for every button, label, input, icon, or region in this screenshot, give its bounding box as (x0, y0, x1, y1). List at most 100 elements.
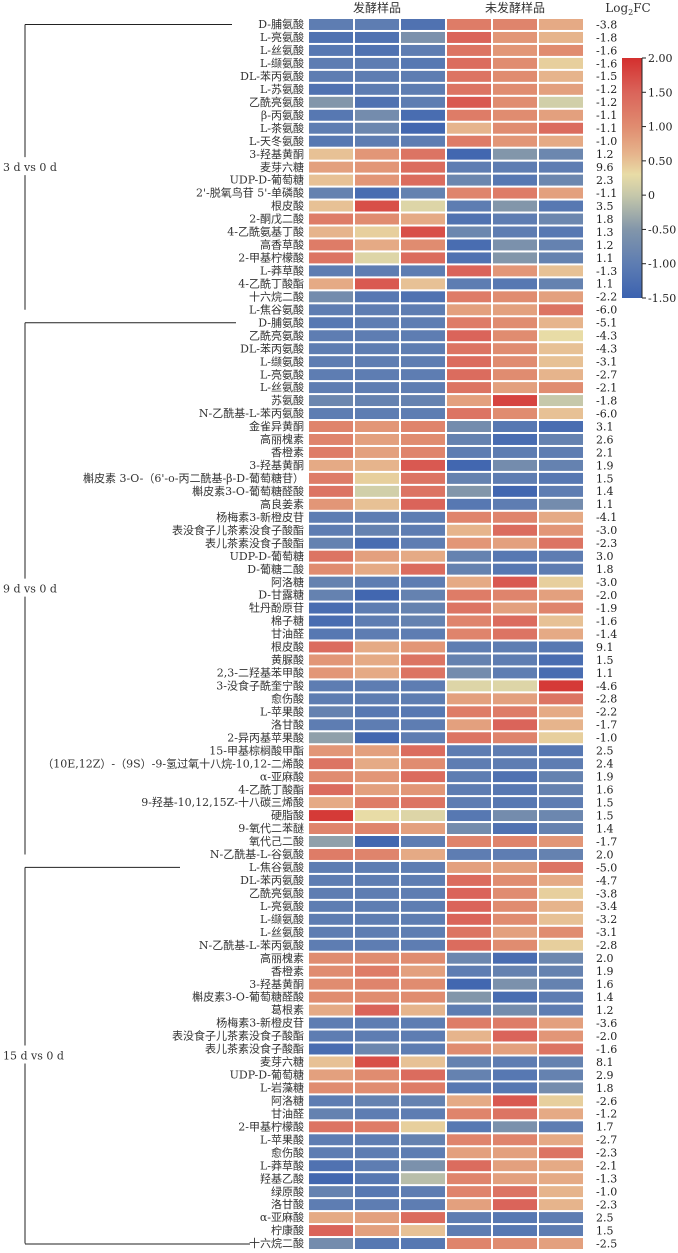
heatmap-cell (539, 952, 583, 964)
heatmap-cell (309, 70, 353, 82)
row-label: L-莽草酸 (260, 1158, 304, 1172)
heatmap-cell (309, 810, 353, 822)
heatmap-cell (355, 83, 399, 95)
heatmap-cell (401, 745, 445, 757)
row-label: 洛甘酸 (271, 1197, 304, 1211)
heatmap-cell (401, 991, 445, 1003)
heatmap-cell (309, 784, 353, 796)
heatmap-cell (539, 706, 583, 718)
heatmap-cell (401, 291, 445, 303)
heatmap-cell (355, 317, 399, 329)
row-label: 3-羟基黄酮 (249, 458, 304, 472)
heatmap-cell (493, 70, 537, 82)
heatmap-cell (401, 939, 445, 951)
heatmap-cell (493, 628, 537, 640)
heatmap-cell (539, 485, 583, 497)
heatmap-cell (493, 161, 537, 173)
heatmap-cell (493, 550, 537, 562)
log2fc-value: -2.8 (596, 693, 617, 706)
heatmap-cell (355, 19, 399, 30)
heatmap-cell (355, 978, 399, 990)
heatmap-cell (447, 848, 491, 860)
heatmap-cell (493, 978, 537, 990)
log2fc-value: -2.7 (596, 369, 617, 382)
log2fc-value: -1.1 (596, 109, 617, 122)
heatmap-cell (493, 745, 537, 757)
log2fc-value: 2.5 (596, 745, 614, 758)
heatmap-cell (493, 83, 537, 95)
log2fc-value: -1.2 (596, 83, 617, 96)
heatmap-cell (309, 213, 353, 225)
heatmap-cell (401, 83, 445, 95)
log2fc-value: 9.1 (596, 641, 614, 654)
column-group-header: 未发酵样品 (485, 0, 545, 15)
heatmap-cell (493, 576, 537, 588)
heatmap-cell (539, 861, 583, 873)
heatmap-cell (447, 1199, 491, 1211)
row-label: 麦芽六糖 (260, 1055, 304, 1069)
heatmap-cell (355, 874, 399, 886)
heatmap-cell (355, 1069, 399, 1081)
heatmap-cell (401, 459, 445, 471)
heatmap-cell (401, 135, 445, 147)
heatmap-cell (355, 1082, 399, 1094)
heatmap-cell (401, 784, 445, 796)
heatmap-cell (401, 187, 445, 199)
heatmap-cell (401, 226, 445, 238)
heatmap-cell (539, 291, 583, 303)
heatmap-cell (309, 848, 353, 860)
heatmap-cell (447, 96, 491, 108)
heatmap-cell (539, 433, 583, 445)
heatmap-cell (539, 187, 583, 199)
log2fc-value: -3.4 (596, 900, 617, 913)
heatmap-cell (539, 667, 583, 679)
heatmap-cell (401, 874, 445, 886)
heatmap-cell (447, 1134, 491, 1146)
heatmap-cell (493, 1238, 537, 1249)
heatmap-cell (447, 278, 491, 290)
row-label: 槲皮素 3-O-（6'-o-丙二酰基-β-D-葡萄糖苷） (83, 471, 304, 485)
log2fc-value: -2.6 (596, 1095, 617, 1108)
heatmap-cell (309, 278, 353, 290)
heatmap-cell (309, 187, 353, 199)
heatmap-cell (493, 913, 537, 925)
heatmap-cell (355, 174, 399, 186)
log2fc-value: -2.8 (596, 939, 617, 952)
heatmap-cell (355, 1147, 399, 1159)
heatmap-cell (401, 978, 445, 990)
heatmap-cell (355, 511, 399, 523)
heatmap-cell (355, 1173, 399, 1185)
heatmap-cell (355, 1186, 399, 1198)
heatmap-cell (539, 109, 583, 121)
heatmap-cell (401, 1199, 445, 1211)
heatmap-cell (401, 96, 445, 108)
heatmap-cell (309, 330, 353, 342)
heatmap-cell (309, 44, 353, 56)
row-label: 表没食子儿茶素没食子酸酯 (172, 523, 304, 537)
heatmap-cell (493, 408, 537, 420)
heatmap-cell (447, 874, 491, 886)
heatmap-cell (355, 1030, 399, 1042)
heatmap-cell (401, 706, 445, 718)
heatmap-cell (309, 57, 353, 69)
heatmap-cell (401, 797, 445, 809)
heatmap-cell (447, 57, 491, 69)
heatmap-cell (493, 135, 537, 147)
heatmap-cell (355, 1004, 399, 1016)
heatmap-cell (493, 771, 537, 783)
heatmap-cell (355, 654, 399, 666)
heatmap-cell (401, 667, 445, 679)
heatmap-cell (539, 1186, 583, 1198)
heatmap-cell (447, 1225, 491, 1237)
heatmap-cell (539, 887, 583, 899)
heatmap-cell (493, 459, 537, 471)
group-label: 3 d vs 0 d (3, 161, 57, 174)
heatmap-cell (309, 602, 353, 614)
heatmap-cell (447, 589, 491, 601)
log2fc-value: 1.6 (596, 784, 614, 797)
heatmap-cell (355, 96, 399, 108)
heatmap-cell (493, 343, 537, 355)
heatmap-cell (447, 122, 491, 134)
heatmap-cell (355, 524, 399, 536)
